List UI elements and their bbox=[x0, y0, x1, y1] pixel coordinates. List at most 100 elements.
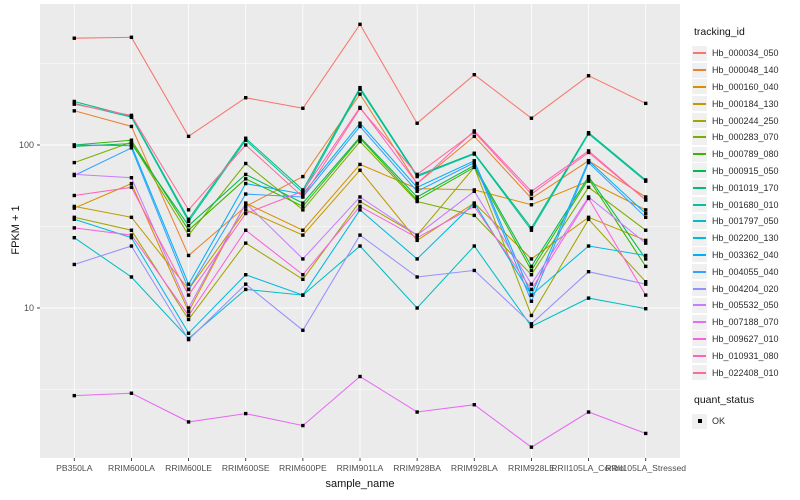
legend-item-label: Hb_000283_070 bbox=[712, 132, 779, 143]
data-point bbox=[301, 257, 305, 261]
data-point bbox=[644, 293, 648, 297]
legend: tracking_id Hb_000034_050 Hb_000048_140 Hb… bbox=[692, 26, 800, 430]
data-point bbox=[129, 181, 134, 186]
data-point bbox=[186, 253, 191, 258]
legend-item-label: Hb_000915_050 bbox=[712, 165, 779, 176]
data-point bbox=[72, 235, 76, 240]
data-point bbox=[358, 168, 362, 172]
data-point bbox=[415, 238, 419, 243]
legend-title-tracking-id: tracking_id bbox=[694, 26, 745, 38]
data-point bbox=[644, 264, 648, 269]
data-point bbox=[644, 253, 648, 258]
x-tick-label: PB350LA bbox=[56, 463, 93, 473]
data-point bbox=[415, 181, 419, 186]
x-tick-label: RRIM600SE bbox=[222, 463, 270, 473]
data-point bbox=[358, 135, 362, 139]
data-point bbox=[358, 162, 362, 167]
data-point bbox=[529, 226, 534, 230]
data-point bbox=[644, 101, 648, 106]
data-point bbox=[415, 410, 419, 414]
legend-key-swatch bbox=[692, 113, 707, 129]
data-point bbox=[244, 273, 248, 277]
data-point bbox=[472, 165, 476, 169]
data-point bbox=[415, 174, 419, 179]
legend-item-Hb_007188_070: Hb_007188_070 bbox=[692, 314, 800, 331]
legend-key-swatch bbox=[692, 365, 707, 381]
data-point bbox=[72, 226, 76, 230]
data-point bbox=[186, 420, 191, 424]
series-color-line-icon bbox=[693, 220, 706, 223]
series-color-line-icon bbox=[693, 186, 706, 189]
data-point bbox=[244, 136, 248, 140]
legend-item-label: Hb_005532_050 bbox=[712, 300, 779, 311]
series-color-line-icon bbox=[693, 119, 706, 122]
legend-item-label: Hb_001019_170 bbox=[712, 182, 779, 193]
y-axis-title: FPKM + 1 bbox=[10, 205, 22, 255]
x-tick-label: RRIM928BA bbox=[393, 463, 441, 473]
legend-item-Hb_005532_050: Hb_005532_050 bbox=[692, 297, 800, 314]
data-point bbox=[244, 161, 248, 166]
series-color-line-icon bbox=[693, 69, 706, 72]
data-point bbox=[529, 445, 534, 449]
data-point bbox=[415, 257, 419, 261]
data-point bbox=[72, 393, 76, 398]
legend-key-ok bbox=[692, 413, 707, 429]
legend-key-swatch bbox=[692, 331, 707, 347]
data-point bbox=[129, 235, 134, 240]
data-point bbox=[586, 196, 591, 201]
data-point bbox=[244, 241, 248, 245]
data-point bbox=[72, 204, 76, 209]
data-point bbox=[129, 144, 134, 148]
ok-square-marker-icon bbox=[697, 419, 702, 424]
data-point bbox=[529, 324, 534, 329]
y-tick-label: 10 bbox=[24, 303, 34, 313]
data-point bbox=[415, 195, 419, 199]
data-point bbox=[186, 313, 191, 318]
legend-item-Hb_000048_140: Hb_000048_140 bbox=[692, 62, 800, 79]
legend-item-Hb_000160_040: Hb_000160_040 bbox=[692, 79, 800, 96]
x-tick-label: RRIM901LA bbox=[337, 463, 384, 473]
legend-key-swatch bbox=[692, 264, 707, 280]
data-point bbox=[186, 228, 191, 232]
data-point bbox=[644, 228, 648, 232]
data-point bbox=[644, 215, 648, 220]
data-point bbox=[301, 228, 305, 232]
legend-key-swatch bbox=[692, 163, 707, 179]
y-tick-label: 100 bbox=[19, 140, 34, 150]
legend-item-label: Hb_003362_040 bbox=[712, 249, 779, 260]
legend-item-Hb_001797_050: Hb_001797_050 bbox=[692, 213, 800, 230]
data-point bbox=[244, 211, 248, 216]
data-point bbox=[644, 208, 648, 212]
data-point bbox=[72, 217, 76, 222]
data-point bbox=[586, 217, 591, 222]
data-point bbox=[301, 204, 305, 209]
data-point bbox=[586, 296, 591, 300]
data-point bbox=[529, 203, 534, 207]
data-point bbox=[358, 22, 362, 27]
data-point bbox=[301, 233, 305, 237]
x-tick-label: RRIM600LE bbox=[165, 463, 212, 473]
data-point bbox=[415, 275, 419, 279]
series-color-line-icon bbox=[693, 52, 706, 55]
data-point bbox=[358, 92, 362, 96]
x-tick-label: RRII105LA_Control bbox=[551, 463, 626, 473]
data-point bbox=[186, 293, 191, 297]
data-point bbox=[129, 215, 134, 220]
legend-key-swatch bbox=[692, 230, 707, 246]
data-point bbox=[358, 233, 362, 237]
data-point bbox=[72, 36, 76, 40]
series-color-line-icon bbox=[693, 287, 706, 290]
series-color-line-icon bbox=[693, 354, 706, 357]
data-point bbox=[358, 244, 362, 248]
data-point bbox=[129, 244, 134, 248]
data-point bbox=[586, 177, 591, 181]
data-point bbox=[301, 106, 305, 110]
legend-item-label: Hb_001797_050 bbox=[712, 216, 779, 227]
data-point bbox=[129, 113, 134, 118]
data-point bbox=[415, 185, 419, 190]
data-point bbox=[415, 306, 419, 310]
data-point bbox=[415, 172, 419, 177]
legend-item-label: Hb_000244_250 bbox=[712, 115, 779, 126]
legend-key-swatch bbox=[692, 197, 707, 213]
legend-key-swatch bbox=[692, 314, 707, 330]
